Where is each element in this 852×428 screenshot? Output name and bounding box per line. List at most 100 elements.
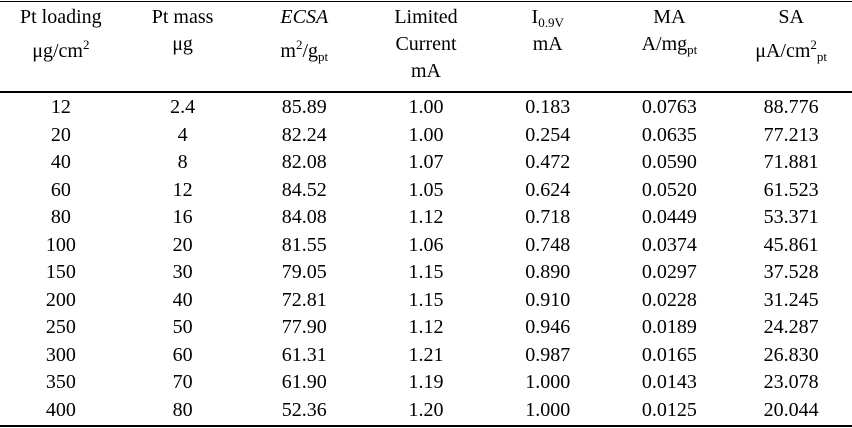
table-cell: 77.213: [763, 123, 819, 146]
table-cell: 1.00: [408, 96, 444, 118]
table-cell: 61.90: [281, 371, 327, 393]
table-cell: 1.12: [408, 316, 444, 338]
table-cell: 12: [50, 96, 71, 118]
header-line: A/mgpt: [609, 31, 730, 63]
header-text: I: [531, 6, 539, 28]
table-cell: 0.183: [525, 96, 571, 118]
table-cell: 84.52: [281, 178, 327, 201]
table-cell: 8: [177, 151, 188, 173]
table-cell: 82.08: [281, 151, 327, 173]
table-cell: 0.0520: [641, 178, 697, 201]
table-cell: 85.89: [281, 96, 327, 118]
header-text: μg: [172, 33, 193, 55]
table-cell: 72.81: [281, 288, 327, 311]
table-cell: 80: [172, 398, 193, 421]
table-cell: 45.861: [763, 233, 819, 256]
table-cell: 0.472: [525, 151, 571, 173]
table-cell: 1.21: [408, 343, 444, 366]
table-cell: 1.15: [408, 288, 444, 311]
table-cell: 1.06: [408, 233, 444, 256]
header-text: mA: [411, 60, 441, 82]
table-cell: 0.0449: [641, 206, 697, 228]
table-cell: 300: [45, 343, 76, 366]
header-text: m: [280, 40, 296, 62]
table-cell: 71.881: [763, 151, 819, 173]
table-cell: 16: [172, 206, 193, 228]
table-cell: 40: [172, 288, 193, 311]
header-text: Current: [395, 33, 457, 55]
table-cell: 77.90: [281, 316, 327, 338]
table-cell: 60: [50, 178, 71, 201]
table-cell: 20: [50, 123, 71, 146]
table-cell: 30: [172, 261, 193, 283]
table-cell: 52.36: [281, 398, 327, 421]
table-cell: 0.748: [525, 233, 571, 256]
table-cell: 37.528: [763, 261, 819, 283]
table-cell: 60: [172, 343, 193, 366]
table-cell: 70: [172, 371, 193, 393]
header-text: pt: [816, 49, 828, 64]
table-cell: 400: [45, 398, 76, 421]
table-cell: 150: [45, 261, 76, 283]
header-text: A/mg: [641, 33, 688, 55]
table-cell: 0.0125: [641, 398, 697, 421]
table-cell: 0.624: [525, 178, 571, 201]
header-rule: [0, 91, 852, 93]
table-cell: 0.910: [525, 288, 571, 311]
header-line: Current: [366, 31, 487, 58]
table-cell: 250: [45, 316, 76, 338]
table-cell: 1.05: [408, 178, 444, 201]
header-text: 2: [810, 37, 817, 52]
table-cell: 88.776: [763, 96, 819, 118]
table-cell: 50: [172, 316, 193, 338]
table-cell: 31.245: [763, 288, 819, 311]
table-cell: 20: [172, 233, 193, 256]
top-rule: [0, 1, 852, 2]
header-line: μA/cm2pt: [731, 31, 852, 70]
table-cell: 80: [50, 206, 71, 228]
table-cell: 84.08: [281, 206, 327, 228]
table-cell: 61.523: [763, 178, 819, 201]
table-cell: 0.987: [525, 343, 571, 366]
header-line: Pt loading: [0, 4, 121, 31]
bottom-rule: [0, 425, 852, 427]
table-cell: 79.05: [281, 261, 327, 283]
table-cell: 200: [45, 288, 76, 311]
table-cell: 1.12: [408, 206, 444, 228]
table-cell: 40: [50, 151, 71, 173]
table-cell: 0.0165: [641, 343, 697, 366]
header-line: SA: [731, 4, 852, 31]
header-line: ECSA: [244, 4, 365, 31]
header-text: μg/cm: [32, 40, 83, 62]
header-text: pt: [687, 42, 698, 57]
header-text: 0.9V: [538, 15, 564, 30]
header-line: I0.9V: [487, 4, 608, 36]
table-cell: 100: [45, 233, 76, 256]
table-cell: 0.0590: [641, 151, 697, 173]
table-cell: 0.946: [525, 316, 571, 338]
table-cell: 0.0228: [641, 288, 697, 311]
table-cell: 0.718: [525, 206, 571, 228]
table-cell: 1.000: [525, 371, 571, 393]
table-cell: 61.31: [281, 343, 327, 366]
table-cell: 0.0189: [641, 316, 697, 338]
header-text: SA: [778, 6, 804, 28]
header-line: mA: [366, 58, 487, 85]
table-cell: 12: [172, 178, 193, 201]
header-text: MA: [653, 6, 686, 28]
table-cell: 0.0635: [641, 123, 697, 146]
header-line: Limited: [366, 4, 487, 31]
table-cell: 1.20: [408, 398, 444, 421]
header-line: Pt mass: [122, 4, 243, 31]
header-line: m2/gpt: [244, 31, 365, 70]
table-cell: 2.4: [170, 96, 196, 118]
header-line: MA: [609, 4, 730, 31]
table-cell: 0.0297: [641, 261, 697, 283]
header-text: μA/cm: [755, 40, 811, 62]
header-text: ECSA: [280, 6, 329, 28]
header-text: Pt loading: [20, 6, 102, 28]
table-cell: 0.254: [525, 123, 571, 146]
table-cell: 53.371: [763, 206, 819, 228]
table-cell: 4: [177, 123, 188, 146]
